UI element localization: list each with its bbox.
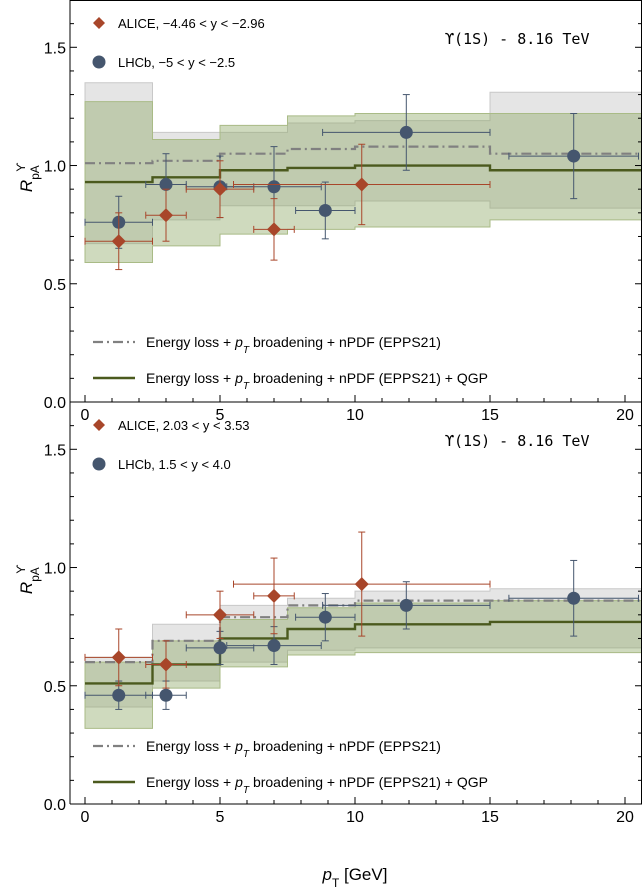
alice-marker — [354, 577, 369, 592]
lhcb-marker — [318, 610, 332, 624]
legend: ALICE, 2.03 < y < 3.53 LHCb, 1.5 < y < 4.… — [92, 418, 488, 796]
legend: ALICE, −4.46 < y < −2.96 LHCb, −5 < y < −… — [92, 16, 488, 392]
lhcb-marker — [112, 688, 126, 702]
x-tick-label: 15 — [481, 809, 499, 826]
y-tick-label: 0.5 — [44, 679, 66, 696]
system-tag: ϒ(1S) - 8.16 TeV — [445, 432, 590, 450]
legend-lhcb-label: LHCb, 1.5 < y < 4.0 — [118, 457, 231, 472]
lhcb-point — [508, 559, 639, 637]
lhcb-point — [322, 94, 491, 171]
y-tick-label: 1.0 — [44, 159, 66, 176]
alice-point — [145, 188, 187, 242]
alice-marker — [159, 208, 173, 223]
y-tick-label: 0.0 — [44, 797, 66, 814]
x-tick-label: 5 — [216, 809, 225, 826]
legend-alice-marker — [93, 419, 105, 431]
line-model-b — [85, 620, 642, 685]
x-tick-label: 5 — [216, 407, 225, 424]
alice-marker — [159, 657, 173, 672]
lhcb-marker — [399, 125, 413, 139]
lhcb-point — [508, 113, 639, 200]
x-tick-label: 10 — [346, 407, 364, 424]
legend-model-a-label: Energy loss + pT broadening + nPDF (EPPS… — [146, 738, 441, 760]
lhcb-point — [322, 581, 491, 630]
x-tick-label: 20 — [616, 809, 634, 826]
lhcb-point — [226, 626, 322, 665]
alice-point — [253, 557, 295, 635]
y-axis-title: RpAϒ — [14, 163, 42, 192]
lhcb-marker — [213, 641, 227, 655]
legend-model-b-label: Energy loss + pT broadening + nPDF (EPPS… — [146, 370, 488, 392]
line-model-a — [85, 145, 642, 165]
y-tick-label: 1.0 — [44, 561, 66, 578]
lhcb-marker — [267, 639, 281, 653]
x-tick-label: 10 — [346, 809, 364, 826]
alice-point — [233, 143, 491, 226]
alice-marker — [354, 177, 369, 192]
lhcb-marker — [567, 591, 581, 605]
chart-panel-backward: 0.0 0.5 1.0 1.5 0 5 10 15 20 RpAϒ ϒ(1S) - 8.16 TeV… — [14, 0, 642, 424]
x-tick-label: 0 — [81, 407, 90, 424]
alice-marker — [213, 182, 227, 197]
legend-alice-label: ALICE, 2.03 < y < 3.53 — [118, 418, 250, 433]
alice-point — [84, 212, 153, 271]
lhcb-marker — [567, 149, 581, 163]
lhcb-point — [295, 593, 356, 642]
x-tick-label: 0 — [81, 809, 90, 826]
alice-point — [253, 198, 295, 261]
lhcb-marker — [267, 180, 281, 194]
lhcb-marker — [159, 688, 173, 702]
lhcb-marker — [318, 203, 332, 217]
legend-lhcb-marker — [92, 55, 106, 69]
lhcb-marker — [399, 598, 413, 612]
y-axis-title: RpAϒ — [14, 565, 42, 594]
y-tick-label: 1.5 — [44, 442, 66, 459]
line-model-a — [85, 599, 642, 664]
alice-point — [185, 160, 255, 219]
lhcb-point — [295, 181, 356, 240]
x-axis-title: pT [GeV] — [322, 865, 388, 890]
plot-area — [84, 82, 642, 271]
alice-point — [185, 590, 255, 639]
legend-model-b-label: Energy loss + pT broadening + nPDF (EPPS… — [146, 774, 488, 796]
alice-point — [84, 628, 153, 687]
chart-panel-forward: 0.0 0.5 1.0 1.5 0 5 10 15 20 RpAϒ ϒ(1S) - 8.16 TeV… — [14, 401, 642, 826]
plot-area — [84, 531, 642, 729]
system-tag: ϒ(1S) - 8.16 TeV — [445, 30, 590, 48]
line-model-b — [85, 164, 642, 184]
x-tick-label: 20 — [616, 407, 634, 424]
alice-marker — [111, 234, 126, 249]
y-tick-label: 1.5 — [44, 40, 66, 57]
y-tick-label: 0.0 — [44, 395, 66, 412]
alice-marker — [267, 222, 281, 237]
y-tick-label: 0.5 — [44, 277, 66, 294]
lhcb-point — [145, 680, 187, 710]
legend-lhcb-marker — [92, 457, 106, 471]
lhcb-marker — [159, 177, 173, 191]
alice-marker — [267, 588, 281, 603]
alice-point — [233, 531, 491, 637]
alice-marker — [213, 607, 227, 622]
x-tick-label: 15 — [481, 407, 499, 424]
alice-marker — [111, 650, 126, 665]
alice-point — [145, 640, 187, 689]
legend-alice-marker — [93, 17, 105, 29]
band-model-a — [84, 82, 642, 245]
legend-model-a-label: Energy loss + pT broadening + nPDF (EPPS… — [146, 334, 441, 356]
legend-alice-label: ALICE, −4.46 < y < −2.96 — [118, 16, 265, 31]
legend-lhcb-label: LHCb, −5 < y < −2.5 — [118, 55, 235, 70]
